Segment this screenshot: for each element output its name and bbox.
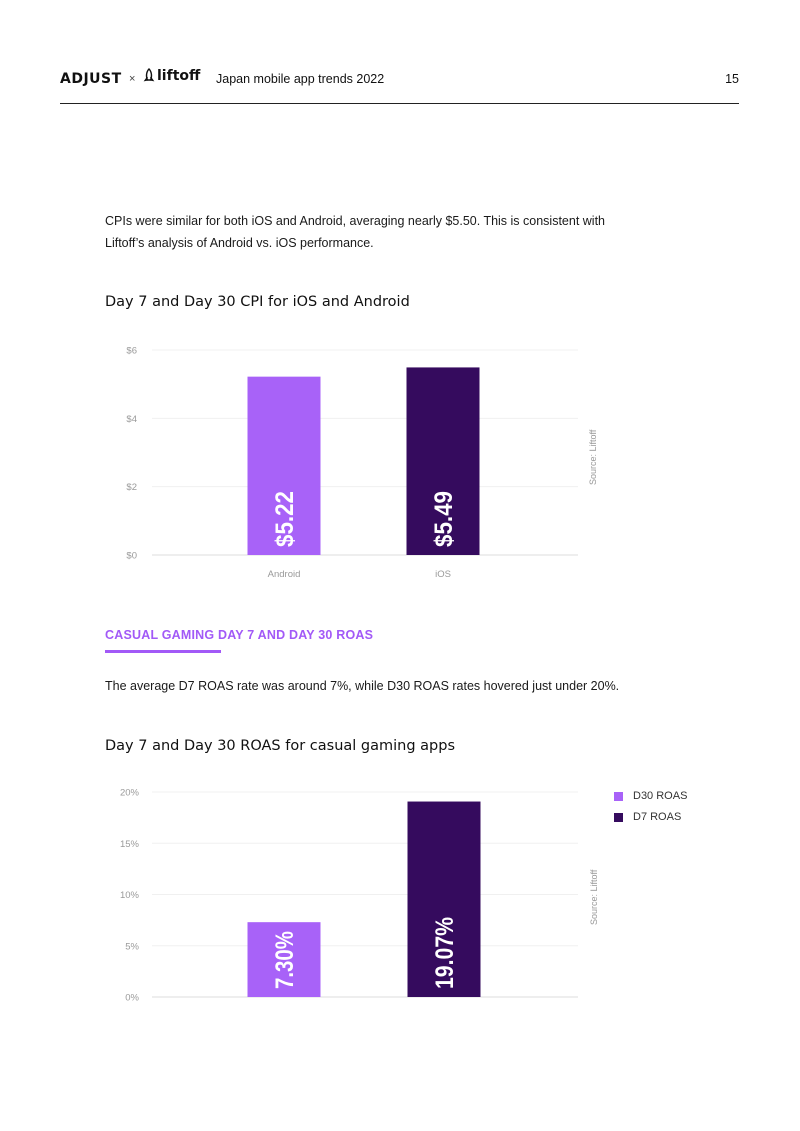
- intro-line-1: CPIs were similar for both iOS and Andro…: [105, 214, 606, 228]
- cpi-bar: [247, 376, 321, 555]
- cpi-ytick-label: $6: [126, 346, 137, 357]
- roas-bar: [407, 801, 481, 997]
- cpi-data-label: $5.49: [430, 491, 458, 547]
- roas-data-label: 19.07%: [431, 917, 459, 989]
- section-underline: [105, 650, 221, 653]
- rocket-icon: [143, 68, 155, 82]
- intro-line-2: Liftoff’s analysis of Android vs. iOS pe…: [105, 236, 374, 250]
- roas-ytick-label: 5%: [125, 941, 139, 952]
- roas-bar-chart: 0% 5% 10% 15% 20% 7.30% 19.07%: [120, 788, 578, 1004]
- legend-label-d30: D30 ROAS: [633, 790, 688, 802]
- brand-separator: ×: [129, 73, 136, 85]
- cpi-ytick-label: $4: [126, 414, 137, 425]
- cpi-data-label: $5.22: [271, 491, 299, 547]
- cpi-ytick-label: $2: [126, 482, 137, 493]
- cpi-ytick-label: $0: [126, 551, 137, 562]
- roas-data-label: 7.30%: [271, 931, 299, 989]
- roas-ytick-label: 0%: [125, 993, 139, 1004]
- cpi-bar: [406, 367, 480, 555]
- roas-bar: [247, 922, 321, 997]
- legend-swatch-d30: [614, 791, 623, 801]
- legend-item-d30: D30 ROAS: [614, 790, 687, 802]
- legend-swatch-d7: [614, 812, 623, 822]
- roas-ytick-label: 20%: [120, 788, 140, 799]
- cpi-bar-chart: $0 $2 $4 $6 $5.22 Android $5.49 iOS: [126, 346, 578, 580]
- adjust-logo: ADJUST: [60, 71, 122, 87]
- chart2-title: Day 7 and Day 30 ROAS for casual gaming …: [105, 738, 455, 754]
- chart1-source: Source: Liftoff: [588, 429, 598, 485]
- legend-label-d7: D7 ROAS: [633, 811, 682, 823]
- cpi-category-label: Android: [268, 569, 301, 580]
- section-paragraph: The average D7 ROAS rate was around 7%, …: [105, 679, 620, 693]
- document-title: Japan mobile app trends 2022: [216, 72, 385, 86]
- liftoff-logo: liftoff: [143, 68, 200, 84]
- chart2-legend: D30 ROAS D7 ROAS: [614, 790, 687, 823]
- cpi-category-label: iOS: [435, 569, 451, 580]
- chart2-source: Source: Liftoff: [589, 869, 599, 925]
- roas-ytick-label: 10%: [120, 890, 140, 901]
- chart1-title: Day 7 and Day 30 CPI for iOS and Android: [105, 294, 410, 310]
- liftoff-wordmark: liftoff: [157, 68, 201, 84]
- intro-paragraph: CPIs were similar for both iOS and Andro…: [105, 210, 605, 254]
- page-number: 15: [725, 72, 739, 86]
- header-divider: [60, 103, 739, 104]
- legend-item-d7: D7 ROAS: [614, 811, 687, 823]
- roas-ytick-label: 15%: [120, 839, 140, 850]
- section-heading: CASUAL GAMING DAY 7 AND DAY 30 ROAS: [105, 628, 374, 642]
